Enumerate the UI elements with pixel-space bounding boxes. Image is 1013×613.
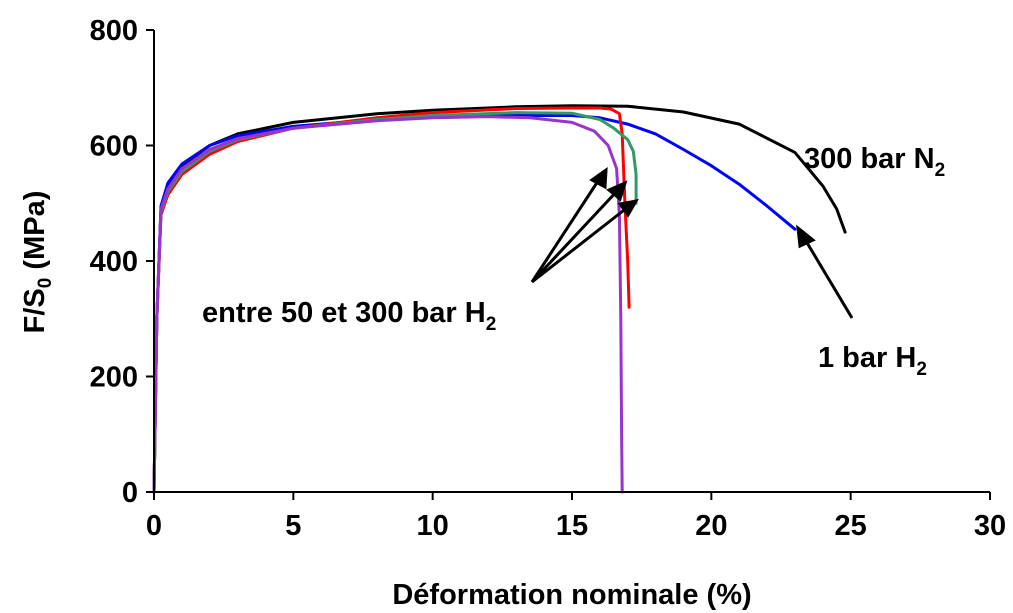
arrow-1-bar-h2-shaft bbox=[801, 235, 854, 319]
y-tick-label: 400 bbox=[90, 246, 138, 278]
y-axis-title-main: F/S bbox=[19, 288, 51, 333]
arrow-h2-b-shaft bbox=[530, 188, 620, 284]
y-tick-label: 0 bbox=[122, 477, 138, 509]
y-axis-title-unit: (MPa) bbox=[19, 191, 51, 278]
x-tick-label: 0 bbox=[146, 510, 162, 542]
arrow-h2-c-shaft bbox=[531, 205, 629, 284]
annotation-50-300-bar-h2: entre 50 et 300 bar H2 bbox=[202, 297, 496, 335]
x-tick-label: 25 bbox=[835, 510, 867, 542]
x-tick-label: 20 bbox=[695, 510, 727, 542]
axes bbox=[153, 30, 990, 493]
arrow-h2-a-head bbox=[589, 166, 608, 190]
x-tick-label: 5 bbox=[285, 510, 301, 542]
arrow-1-bar-h2-head bbox=[796, 224, 816, 249]
y-axis-title-subscript: 0 bbox=[35, 278, 56, 289]
x-tick-label: 15 bbox=[556, 510, 588, 542]
x-tick-label: 10 bbox=[417, 510, 449, 542]
annotation-arrows bbox=[530, 166, 854, 319]
arrow-h2-a-shaft bbox=[530, 177, 602, 283]
y-tick-label: 600 bbox=[90, 131, 138, 163]
annotation-300-bar-n2: 300 bar N2 bbox=[804, 143, 945, 181]
series-curves bbox=[152, 104, 847, 494]
arrow-h2-c-head bbox=[617, 198, 639, 218]
y-tick-label: 200 bbox=[90, 362, 138, 394]
x-axis-title: Déformation nominale (%) bbox=[392, 579, 751, 611]
annotation-1-bar-h2: 1 bar H2 bbox=[818, 342, 927, 380]
series-line-5 bbox=[152, 115, 624, 494]
arrow-h2-b-head bbox=[606, 180, 628, 202]
axis-ticks: 0 5 10 15 20 25 30 0 200 400 600 800 bbox=[90, 15, 1007, 542]
y-axis-title: F/S0 (MPa) bbox=[19, 191, 56, 334]
x-tick-label: 30 bbox=[974, 510, 1006, 542]
y-tick-label: 800 bbox=[90, 15, 138, 47]
